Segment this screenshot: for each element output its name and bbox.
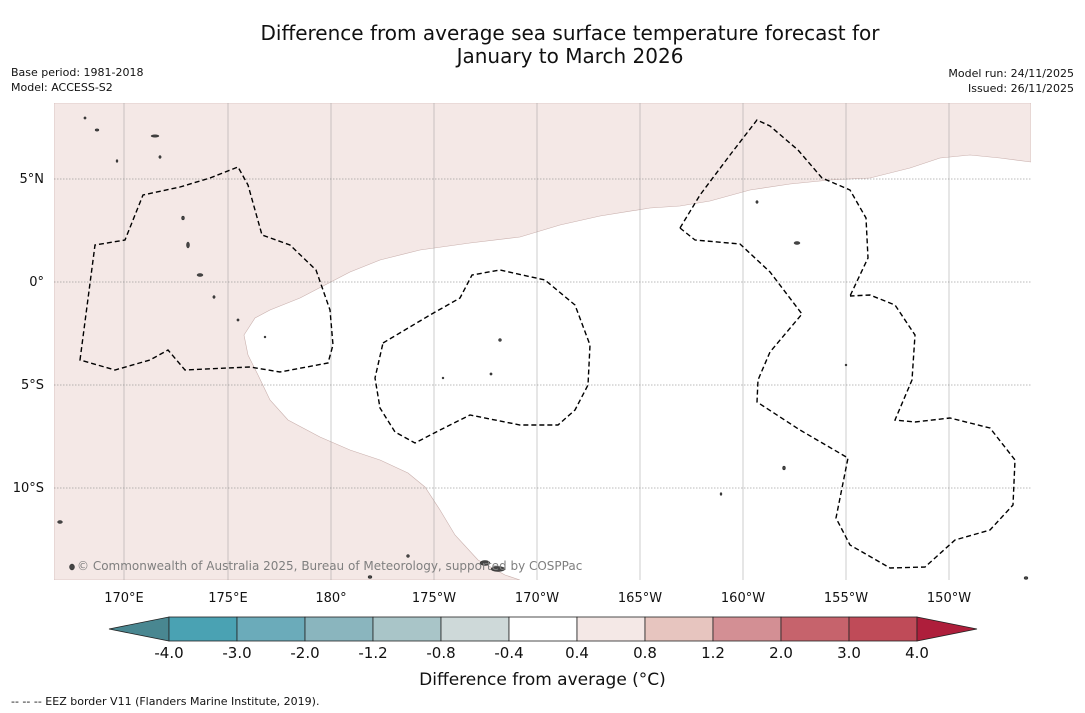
title-line-1: Difference from average sea surface temp…	[260, 21, 880, 45]
eez-border-solomon-vanuatu	[79, 166, 334, 373]
land-islands	[57, 116, 1029, 580]
model-name: Model: ACCESS-S2	[11, 81, 113, 94]
colorbar-title: Difference from average (°C)	[419, 670, 666, 690]
colorbar-tick-label: -3.0	[222, 644, 251, 662]
colorbar-box	[168, 616, 238, 642]
colorbar-box	[440, 616, 510, 642]
title-line-2: January to March 2026	[456, 44, 684, 68]
lon-label: 160°W	[721, 591, 765, 606]
colorbar-tick-label: 0.4	[565, 644, 589, 662]
longitude-labels: 170°E 175°E 180° 175°W 170°W 165°W 160°W…	[104, 591, 971, 606]
colorbar-tick-label: 0.8	[633, 644, 657, 662]
colorbar-tick-label: -2.0	[290, 644, 319, 662]
colorbar-box	[372, 616, 442, 642]
colorbar-tick-label: -1.2	[358, 644, 387, 662]
eez-legend-note: -- -- -- EEZ border V11 (Flanders Marine…	[11, 695, 320, 708]
latitude-labels: 5°N 0° 5°S 10°S	[13, 172, 44, 496]
model-info: Base period: 1981-2018 Model: ACCESS-S2	[11, 65, 143, 95]
colorbar	[108, 616, 978, 642]
lon-label: 175°W	[412, 591, 456, 606]
anomaly-region-north	[54, 103, 1031, 580]
copyright-notice: © Commonwealth of Australia 2025, Bureau…	[77, 559, 582, 573]
eez-border-kiribati-phoenix	[679, 119, 869, 297]
lat-label: 5°S	[21, 378, 44, 393]
colorbar-box	[576, 616, 646, 642]
colorbar-tick-label: -0.8	[426, 644, 455, 662]
colorbar-tick-label: 1.2	[701, 644, 725, 662]
lat-label: 10°S	[13, 481, 44, 496]
eez-border-tuvalu	[374, 269, 591, 444]
colorbar-tick-label: 3.0	[837, 644, 861, 662]
colorbar-extension-low	[108, 616, 170, 642]
lat-label: 0°	[29, 275, 44, 290]
issued-date: Issued: 26/11/2025	[967, 82, 1074, 95]
base-period: Base period: 1981-2018	[11, 66, 144, 79]
run-info: Model run: 24/11/2025 Issued: 26/11/2025	[948, 66, 1074, 96]
colorbar-tick-label: -0.4	[494, 644, 523, 662]
colorbar-tick-label: -4.0	[154, 644, 183, 662]
lon-label: 175°E	[208, 591, 248, 606]
colorbar-box	[508, 616, 578, 642]
lon-label: 165°W	[618, 591, 662, 606]
lon-label: 170°E	[104, 591, 144, 606]
colorbar-box	[780, 616, 850, 642]
graticule-parallels	[54, 178, 1031, 489]
graticule-meridians	[123, 103, 950, 580]
colorbar-extension-high	[916, 616, 978, 642]
colorbar-box	[236, 616, 306, 642]
colorbar-tick-labels: -4.0 -3.0 -2.0 -1.2 -0.8 -0.4 0.4 0.8 1.2 2.0 3.0 4…	[154, 644, 929, 662]
colorbar-box	[304, 616, 374, 642]
colorbar-tick-label: 4.0	[905, 644, 929, 662]
lat-label: 5°N	[20, 172, 45, 187]
colorbar-box	[712, 616, 782, 642]
eez-border-kiribati-phoenix-south	[679, 227, 1016, 569]
colorbar-tick-label: 2.0	[769, 644, 793, 662]
model-run: Model run: 24/11/2025	[948, 67, 1074, 80]
eez-borders	[79, 119, 1016, 569]
lon-label: 170°W	[515, 591, 559, 606]
lon-label: 155°W	[824, 591, 868, 606]
map-title: Difference from average sea surface temp…	[0, 22, 1085, 68]
colorbar-box	[848, 616, 918, 642]
lon-label: 150°W	[927, 591, 971, 606]
lon-label: 180°	[315, 591, 346, 606]
colorbar-box	[644, 616, 714, 642]
